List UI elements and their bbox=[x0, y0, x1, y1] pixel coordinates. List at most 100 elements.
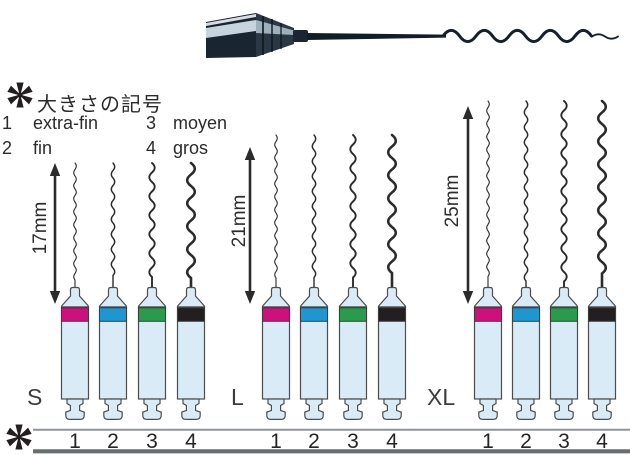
latch-shank bbox=[343, 398, 363, 420]
length-arrow bbox=[244, 147, 256, 304]
instrument-handle bbox=[176, 306, 206, 400]
handle-cone bbox=[511, 286, 541, 308]
legend-item-4-label: gros bbox=[173, 138, 209, 158]
latch-shank bbox=[554, 398, 574, 420]
handle-cone bbox=[473, 286, 503, 308]
instrument-handle bbox=[587, 306, 617, 400]
instrument bbox=[473, 100, 503, 420]
size-number: 2 bbox=[107, 430, 119, 453]
group-label-l: L bbox=[231, 384, 244, 410]
instrument bbox=[137, 162, 167, 420]
instrument bbox=[176, 161, 206, 420]
instrument-handle bbox=[60, 306, 90, 400]
color-band bbox=[512, 307, 540, 322]
instrument-wire bbox=[274, 134, 278, 292]
group-label-s: S bbox=[27, 384, 43, 410]
latch-shank bbox=[65, 398, 85, 420]
instrument-handle bbox=[511, 306, 541, 400]
size-number: 4 bbox=[185, 430, 197, 453]
instrument-handle bbox=[377, 306, 407, 400]
handle-cone bbox=[60, 286, 90, 308]
instrument-wire bbox=[311, 134, 317, 292]
instrument-handle bbox=[137, 306, 167, 400]
size-number: 3 bbox=[558, 430, 570, 453]
latch-shank bbox=[592, 398, 612, 420]
legend-item-1-num: 1 bbox=[2, 113, 13, 133]
instrument bbox=[60, 162, 90, 420]
handle-cone bbox=[98, 286, 128, 308]
length-label-xl: 25mm bbox=[442, 174, 463, 228]
instrument bbox=[587, 99, 617, 420]
instrument-wire bbox=[185, 161, 197, 293]
instrument-wire bbox=[560, 100, 568, 292]
size-number: 3 bbox=[146, 430, 158, 453]
size-number: 2 bbox=[308, 430, 320, 453]
handpiece-illustration bbox=[206, 13, 619, 58]
color-band bbox=[474, 307, 502, 322]
color-band bbox=[262, 307, 290, 322]
latch-shank bbox=[103, 398, 123, 420]
handle-cone bbox=[261, 286, 291, 308]
legend-item-3-label: moyen bbox=[173, 113, 228, 133]
instrument bbox=[98, 162, 128, 420]
latch-shank bbox=[142, 398, 162, 420]
instrument bbox=[549, 100, 579, 420]
color-band bbox=[550, 307, 578, 322]
instrument-handle bbox=[473, 306, 503, 400]
instrument bbox=[261, 134, 291, 420]
legend-item-3-num: 3 bbox=[146, 113, 157, 133]
legend-item-1-label: extra-fin bbox=[33, 113, 99, 133]
latch-shank bbox=[516, 398, 536, 420]
size-number: 4 bbox=[386, 430, 398, 453]
latch-shank bbox=[304, 398, 324, 420]
handle-cone bbox=[299, 286, 329, 308]
size-number: 4 bbox=[596, 430, 608, 453]
instrument-handle bbox=[549, 306, 579, 400]
latch-shank bbox=[478, 398, 498, 420]
color-band bbox=[378, 307, 406, 322]
instrument-wire bbox=[110, 162, 116, 292]
latch-shank bbox=[181, 398, 201, 420]
instrument-wire bbox=[386, 133, 398, 293]
instrument-wire bbox=[486, 100, 490, 292]
instrument bbox=[377, 133, 407, 420]
color-band bbox=[588, 307, 616, 322]
handle-cone bbox=[549, 286, 579, 308]
size-number: 1 bbox=[482, 430, 494, 453]
size-number: 1 bbox=[270, 430, 282, 453]
handle-cone bbox=[587, 286, 617, 308]
legend-item-2-label: fin bbox=[33, 138, 53, 158]
instrument-wire bbox=[148, 162, 156, 292]
length-label-s: 17mm bbox=[30, 201, 51, 255]
instrument-wire bbox=[523, 100, 529, 292]
length-arrow bbox=[49, 163, 61, 304]
color-band bbox=[339, 307, 367, 322]
instrument bbox=[338, 134, 368, 420]
asterisk-icon bbox=[6, 424, 32, 450]
legend-item-2-num: 2 bbox=[2, 138, 13, 158]
instrument bbox=[511, 100, 541, 420]
legend-title: 大きさの記号 bbox=[37, 94, 163, 116]
length-label-l: 21mm bbox=[229, 194, 250, 248]
spiral-wire bbox=[441, 28, 593, 44]
size-number: 2 bbox=[520, 430, 532, 453]
color-band bbox=[99, 307, 127, 322]
latch-shank bbox=[266, 398, 286, 420]
latch-shank bbox=[382, 398, 402, 420]
instrument-handle bbox=[98, 306, 128, 400]
length-arrow bbox=[462, 106, 474, 304]
handle-cone bbox=[137, 286, 167, 308]
color-band bbox=[177, 307, 205, 322]
size-number: 1 bbox=[69, 430, 81, 453]
handle-cone bbox=[338, 286, 368, 308]
asterisk-icon bbox=[7, 82, 33, 108]
instrument-wire bbox=[596, 99, 608, 293]
instrument bbox=[299, 134, 329, 420]
group-label-xl: XL bbox=[427, 384, 456, 410]
size-number: 3 bbox=[347, 430, 359, 453]
legend-item-4-num: 4 bbox=[146, 138, 157, 158]
handle-cone bbox=[176, 286, 206, 308]
color-band bbox=[61, 307, 89, 322]
